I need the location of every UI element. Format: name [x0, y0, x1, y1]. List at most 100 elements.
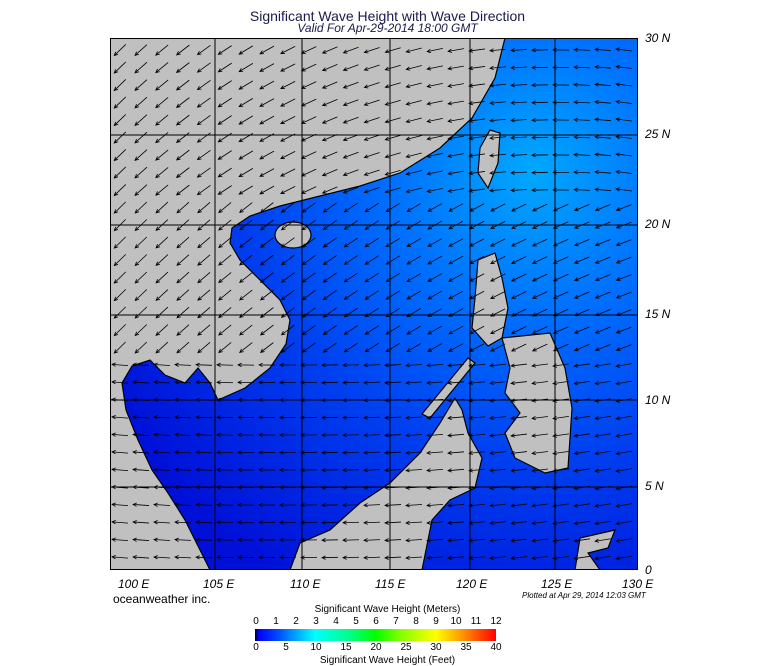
- wave-arrow: [321, 398, 339, 403]
- wave-arrow: [134, 254, 148, 267]
- wave-arrow: [363, 99, 380, 106]
- wave-arrow: [448, 238, 464, 247]
- wave-arrow: [113, 289, 126, 302]
- wave-arrow: [489, 415, 506, 421]
- wave-arrow: [342, 46, 359, 54]
- wave-arrow: [258, 520, 276, 525]
- wave-arrow: [322, 342, 337, 353]
- wave-arrow: [447, 363, 465, 368]
- wave-arrow: [615, 433, 632, 438]
- wave-arrow: [113, 131, 127, 144]
- wave-arrow: [385, 255, 401, 265]
- wave-arrow: [321, 116, 338, 124]
- wave-arrow: [217, 185, 232, 195]
- wave-arrow: [155, 219, 169, 232]
- wave-arrow: [552, 221, 569, 229]
- wave-arrow: [218, 254, 232, 266]
- wave-arrow: [405, 520, 423, 525]
- wave-arrow: [531, 256, 548, 264]
- wave-arrow: [552, 503, 569, 508]
- wave-arrow: [405, 450, 423, 455]
- wave-arrow: [385, 202, 401, 213]
- wave-arrow: [176, 306, 190, 319]
- wave-arrow: [427, 290, 443, 300]
- wave-arrow: [615, 520, 632, 526]
- wave-arrow: [594, 100, 612, 105]
- wave-arrow: [510, 188, 528, 193]
- wave-arrow: [531, 100, 549, 105]
- lat-label: 15 N: [645, 307, 671, 321]
- wave-arrow: [363, 363, 381, 368]
- wave-arrow: [490, 326, 506, 334]
- wave-arrow: [300, 362, 318, 368]
- wave-arrow: [510, 485, 527, 491]
- wave-arrow: [364, 290, 379, 300]
- wave-arrow: [300, 116, 317, 124]
- wave-arrow: [531, 433, 548, 438]
- colorbar-title-feet: Significant Wave Height (Feet): [319, 655, 456, 666]
- wave-arrow: [279, 520, 297, 525]
- wave-arrow: [322, 325, 337, 336]
- wave-arrow: [321, 450, 339, 455]
- wave-arrow: [196, 167, 211, 178]
- wave-arrow: [321, 186, 338, 194]
- wave-arrow: [552, 273, 569, 282]
- wave-arrow: [405, 398, 423, 403]
- wave-arrow: [594, 485, 611, 491]
- wave-arrow: [510, 100, 528, 105]
- wave-arrow: [363, 169, 380, 176]
- wave-arrow: [510, 363, 527, 368]
- wave-arrow: [384, 450, 402, 455]
- wave-arrow: [301, 237, 316, 248]
- wave-arrow: [615, 256, 632, 264]
- wave-arrow: [175, 149, 190, 161]
- wave-arrow: [384, 82, 401, 89]
- wave-arrow: [134, 219, 148, 232]
- wave-arrow: [176, 341, 190, 354]
- wave-arrow: [134, 289, 148, 302]
- colorbar-tick: 11: [470, 616, 482, 627]
- wave-arrow: [448, 255, 464, 265]
- wave-arrow: [384, 415, 402, 420]
- wave-arrow: [364, 237, 379, 248]
- wave-arrow: [468, 83, 485, 88]
- wave-arrow: [594, 82, 612, 87]
- wave-arrow: [510, 221, 527, 229]
- wave-arrow: [300, 467, 318, 473]
- wave-arrow: [468, 538, 486, 543]
- wave-arrow: [426, 47, 443, 54]
- wave-arrow: [406, 238, 422, 248]
- wave-arrow: [468, 66, 485, 71]
- wave-arrow: [615, 152, 632, 157]
- wave-arrow: [217, 115, 232, 125]
- wave-arrow: [615, 134, 632, 140]
- wave-arrow: [258, 485, 276, 490]
- wave-arrow: [490, 343, 506, 352]
- wave-arrow: [615, 221, 632, 229]
- wave-arrow: [153, 362, 171, 367]
- wave-arrow: [300, 537, 318, 543]
- wave-arrow: [342, 186, 359, 194]
- wave-arrow: [176, 254, 190, 266]
- wave-arrow: [342, 81, 359, 89]
- wave-arrow: [510, 398, 527, 403]
- wave-arrow: [155, 254, 169, 267]
- wave-arrow: [385, 290, 401, 300]
- wave-arrow: [237, 555, 255, 560]
- taiwan: [477, 129, 501, 190]
- wave-arrow: [531, 83, 549, 88]
- colorbar-tick: 7: [393, 616, 399, 627]
- wave-arrow: [489, 555, 506, 561]
- wave-arrow: [384, 117, 401, 124]
- wave-arrow: [573, 221, 590, 229]
- wave-arrow: [594, 415, 611, 421]
- wave-arrow: [573, 415, 590, 421]
- wave-arrow: [239, 272, 253, 284]
- wave-arrow: [259, 63, 275, 72]
- wave-arrow: [196, 115, 211, 126]
- wave-arrow: [300, 63, 317, 72]
- wave-arrow: [531, 170, 549, 175]
- wave-arrow: [134, 149, 148, 161]
- wave-arrow: [259, 342, 274, 353]
- wave-arrow: [279, 485, 297, 490]
